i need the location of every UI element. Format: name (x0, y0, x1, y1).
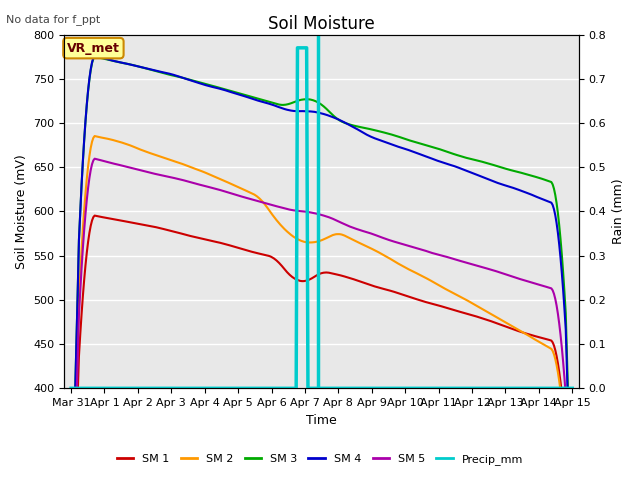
Title: Soil Moisture: Soil Moisture (268, 15, 375, 33)
Legend: SM 1, SM 2, SM 3, SM 4, SM 5, Precip_mm: SM 1, SM 2, SM 3, SM 4, SM 5, Precip_mm (112, 450, 528, 469)
Y-axis label: Soil Moisture (mV): Soil Moisture (mV) (15, 154, 28, 269)
Y-axis label: Rain (mm): Rain (mm) (612, 179, 625, 244)
Text: No data for f_ppt: No data for f_ppt (6, 14, 100, 25)
Text: VR_met: VR_met (67, 42, 120, 55)
X-axis label: Time: Time (307, 414, 337, 427)
